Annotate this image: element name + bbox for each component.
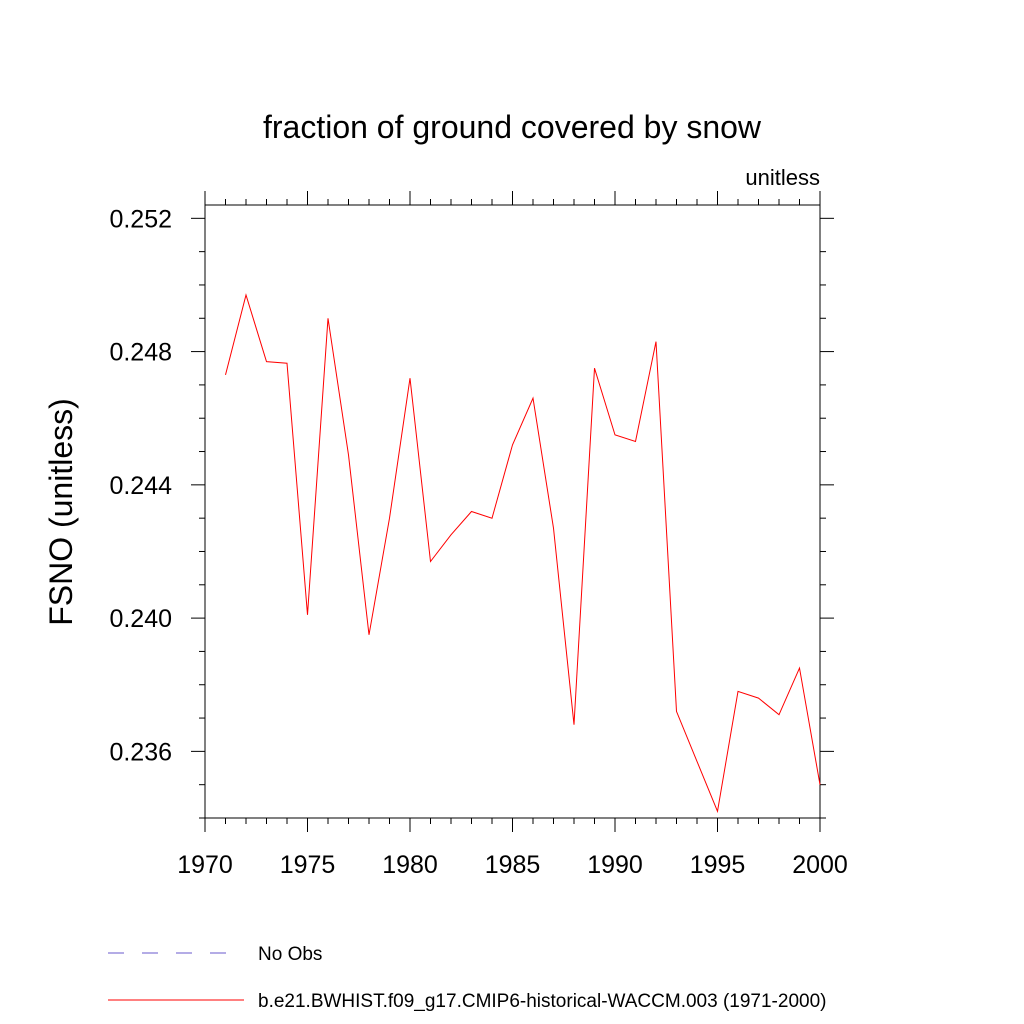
x-tick-label: 1980	[382, 851, 438, 879]
legend: No Obs b.e21.BWHIST.f09_g17.CMIP6-histori…	[108, 944, 826, 1012]
legend-label: b.e21.BWHIST.f09_g17.CMIP6-historical-WA…	[258, 991, 826, 1012]
y-tick-label: 0.248	[109, 339, 172, 367]
axis-tick-labels: 1970 1975 1980 1985 1990 1995 2000 0.236 0.240 0.…	[109, 205, 847, 879]
axis-ticks	[191, 191, 834, 832]
units-label: unitless	[745, 165, 820, 190]
y-tick-label: 0.244	[109, 472, 172, 500]
x-tick-label: 1975	[280, 851, 336, 879]
legend-label: No Obs	[258, 944, 322, 965]
series-line	[225, 293, 821, 814]
x-tick-label: 1970	[177, 851, 233, 879]
x-tick-label: 2000	[792, 851, 848, 879]
y-axis-label: FSNO (unitless)	[43, 398, 79, 626]
y-tick-label: 0.252	[109, 205, 172, 233]
plot-frame	[204, 204, 821, 819]
x-tick-label: 1995	[690, 851, 746, 879]
x-tick-label: 1990	[587, 851, 643, 879]
y-tick-label: 0.236	[109, 738, 172, 766]
series-layer	[225, 293, 821, 814]
chart-title: fraction of ground covered by snow	[263, 109, 762, 145]
x-tick-label: 1985	[485, 851, 541, 879]
y-tick-label: 0.240	[109, 605, 172, 633]
